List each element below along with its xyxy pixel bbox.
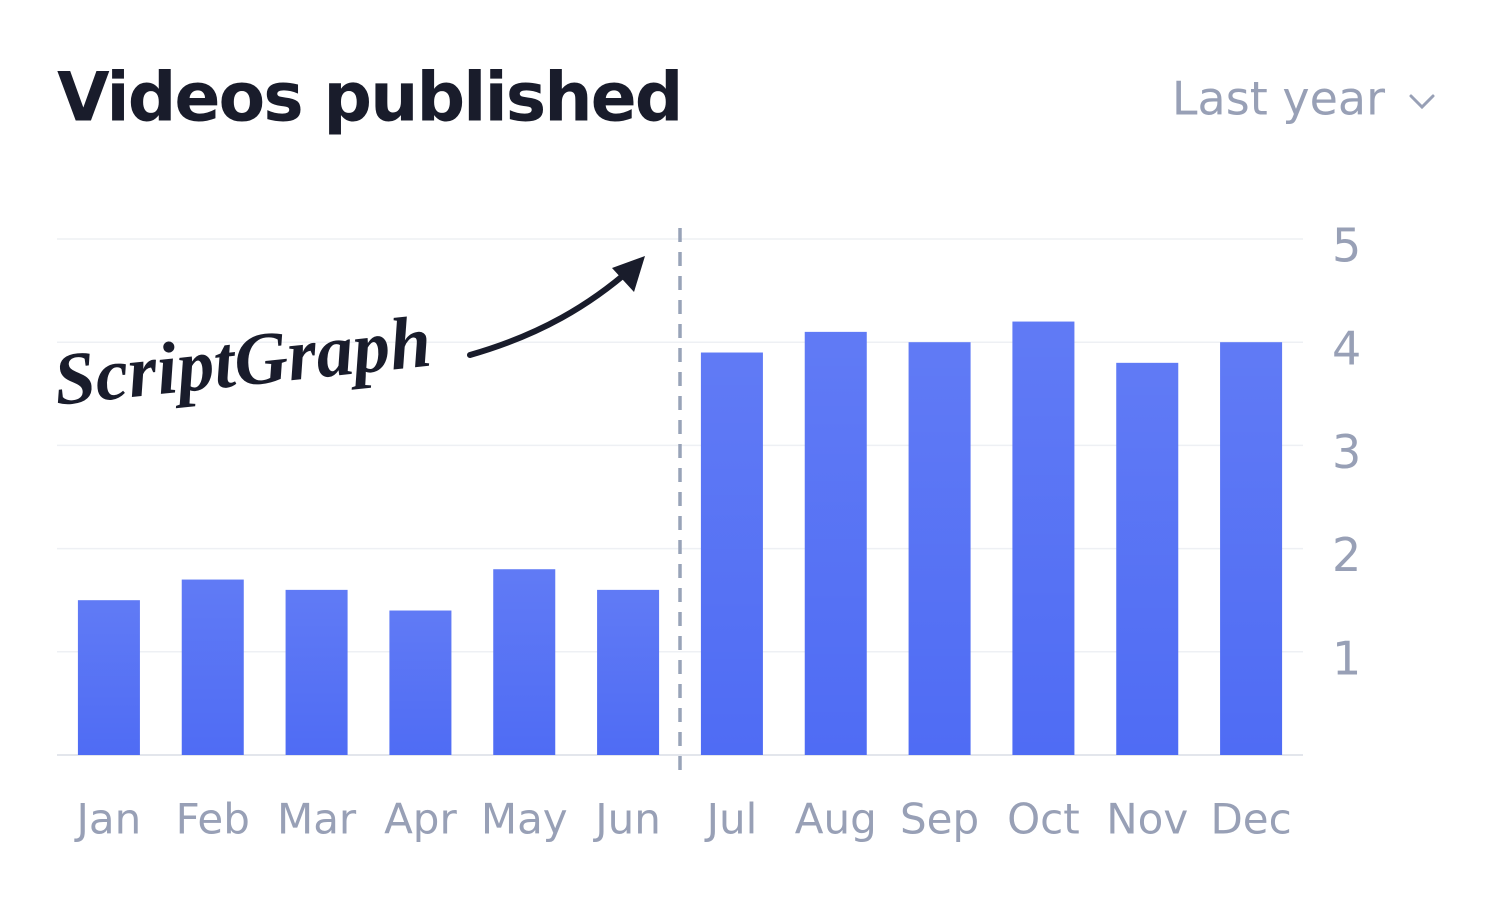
x-tick-label: Sep — [900, 795, 979, 844]
y-tick-label: 1 — [1332, 631, 1361, 685]
x-tick-label: Feb — [176, 795, 250, 844]
bar — [389, 610, 452, 755]
y-tick-label: 2 — [1332, 528, 1361, 582]
y-tick-label: 4 — [1332, 322, 1361, 376]
x-tick-label: Nov — [1106, 795, 1188, 844]
bar — [700, 352, 763, 755]
x-tick-label: May — [481, 795, 568, 844]
x-tick-label: Jun — [592, 795, 661, 844]
bar — [77, 600, 140, 755]
bar — [493, 569, 556, 755]
x-tick-label: Dec — [1210, 795, 1291, 844]
period-selector[interactable]: Last year — [1172, 72, 1385, 126]
x-tick-label: Jul — [704, 795, 758, 844]
bar — [908, 342, 971, 755]
chart-title: Videos published — [57, 59, 681, 138]
period-dropdown[interactable]: Last year — [1172, 72, 1435, 126]
x-tick-label: Mar — [277, 795, 357, 844]
y-tick-label: 5 — [1332, 219, 1361, 273]
bar — [597, 589, 660, 755]
bar — [1220, 342, 1283, 755]
x-tick-label: Jan — [74, 795, 142, 844]
bar — [804, 331, 867, 755]
bar — [181, 579, 244, 755]
arrow-head — [612, 256, 645, 292]
x-tick-label: Oct — [1007, 795, 1080, 844]
annotation-text: ScriptGraph — [50, 301, 435, 422]
bar — [285, 589, 348, 755]
bar — [1012, 321, 1075, 755]
y-tick-label: 3 — [1332, 425, 1361, 479]
annotation-arrow — [467, 265, 635, 358]
plot-area: 1 2 3 4 5 Jan Feb Mar Apr May Jun Jul Aug Sep Oct Nov De… — [57, 219, 1361, 844]
x-tick-label: Apr — [384, 795, 457, 844]
bar — [1116, 362, 1179, 755]
x-tick-label: Aug — [795, 795, 877, 844]
dropdown-chevron[interactable] — [1409, 94, 1435, 110]
